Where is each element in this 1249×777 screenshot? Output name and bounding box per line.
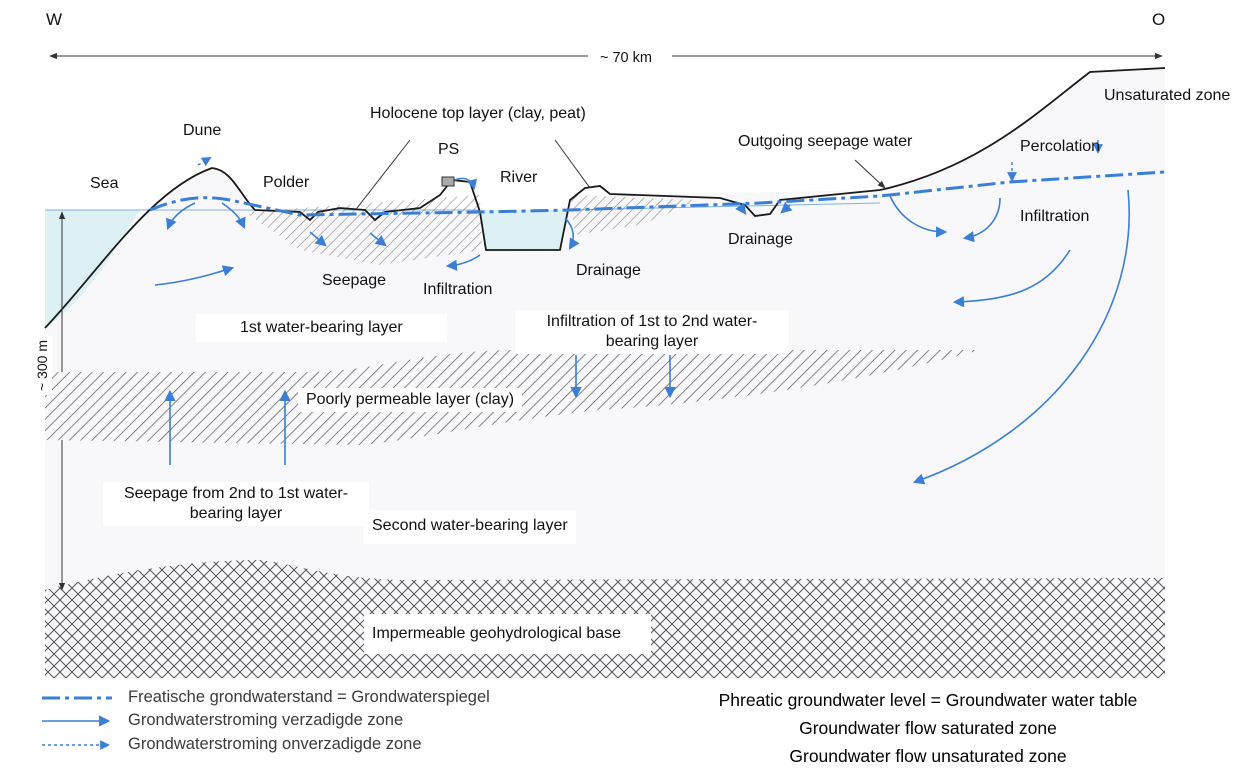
ps-label: PS (438, 141, 460, 158)
drainage-river-label: Drainage (576, 262, 641, 279)
sea-water (45, 210, 140, 328)
percolation-label: Percolation (1020, 138, 1101, 155)
legend-en-saturated-flow: Groundwater flow saturated zone (799, 718, 1057, 738)
infiltration-1-2-label: Infiltration of 1st to 2nd water-bearing… (516, 310, 788, 354)
water-table-line (149, 170, 1166, 217)
dune-label: Dune (183, 122, 222, 139)
river-label: River (500, 169, 538, 186)
sea-label: Sea (90, 175, 119, 192)
flow-arrow (962, 197, 1001, 243)
flow-arrows (154, 189, 1130, 485)
surface-line (44, 67, 1166, 329)
flow-arrow (564, 217, 580, 250)
pumping-station-icon (441, 176, 455, 187)
poorly-permeable-label: Poorly permeable layer (clay) (298, 388, 522, 412)
infiltration-east-label: Infiltration (1020, 208, 1090, 225)
holocene-label: Holocene top layer (clay, peat) (370, 105, 586, 122)
base-label: Impermeable geohydrological base (364, 614, 652, 654)
layer2-label: Second water-bearing layer (364, 510, 576, 544)
horizontal-scale-label: ~ 70 km (594, 46, 658, 70)
river-water (480, 210, 570, 252)
unsaturated-zone-label: Unsaturated zone (1104, 87, 1231, 104)
flow-arrow (369, 232, 387, 247)
unsaturated-flow-arrow (197, 157, 212, 167)
flow-arrow (154, 265, 235, 286)
legend-nl-water-table: Freatische grondwaterstand = Grondwaters… (128, 688, 490, 706)
flow-arrow (912, 189, 1130, 485)
legend-nl-unsaturated-flow: Grondwaterstroming onverzadigde zone (128, 735, 422, 753)
legend-symbols (42, 696, 112, 750)
compass-west: W (46, 10, 63, 29)
infiltration-river-label: Infiltration (423, 281, 493, 298)
flow-arrow (735, 202, 747, 215)
polder-label: Polder (263, 174, 310, 191)
seepage-label: Seepage (322, 272, 387, 289)
holocene-top-layer (245, 195, 482, 265)
flow-arrow (889, 195, 948, 238)
flow-arrow (780, 201, 793, 214)
seepage-2-1-label: Seepage from 2nd to 1st water-bearing la… (103, 482, 369, 526)
legend-nl-saturated-flow: Grondwaterstroming verzadigde zone (128, 711, 404, 729)
layer1-label: 1st water-bearing layer (196, 314, 447, 342)
flow-arrow (952, 249, 1071, 308)
legend-en-unsaturated-flow: Groundwater flow unsaturated zone (789, 746, 1067, 766)
legend-en-water-table: Phreatic groundwater level = Groundwater… (718, 690, 1138, 710)
vertical-scale-label: ~ 300 m (32, 336, 52, 395)
flow-arrow (221, 202, 246, 230)
flow-arrow (445, 254, 481, 271)
flow-arrow (166, 202, 196, 231)
compass-east: O (1152, 10, 1166, 29)
flow-arrow (309, 231, 327, 247)
outgoing-seepage-label: Outgoing seepage water (738, 133, 913, 150)
drainage-east-label: Drainage (728, 231, 793, 248)
